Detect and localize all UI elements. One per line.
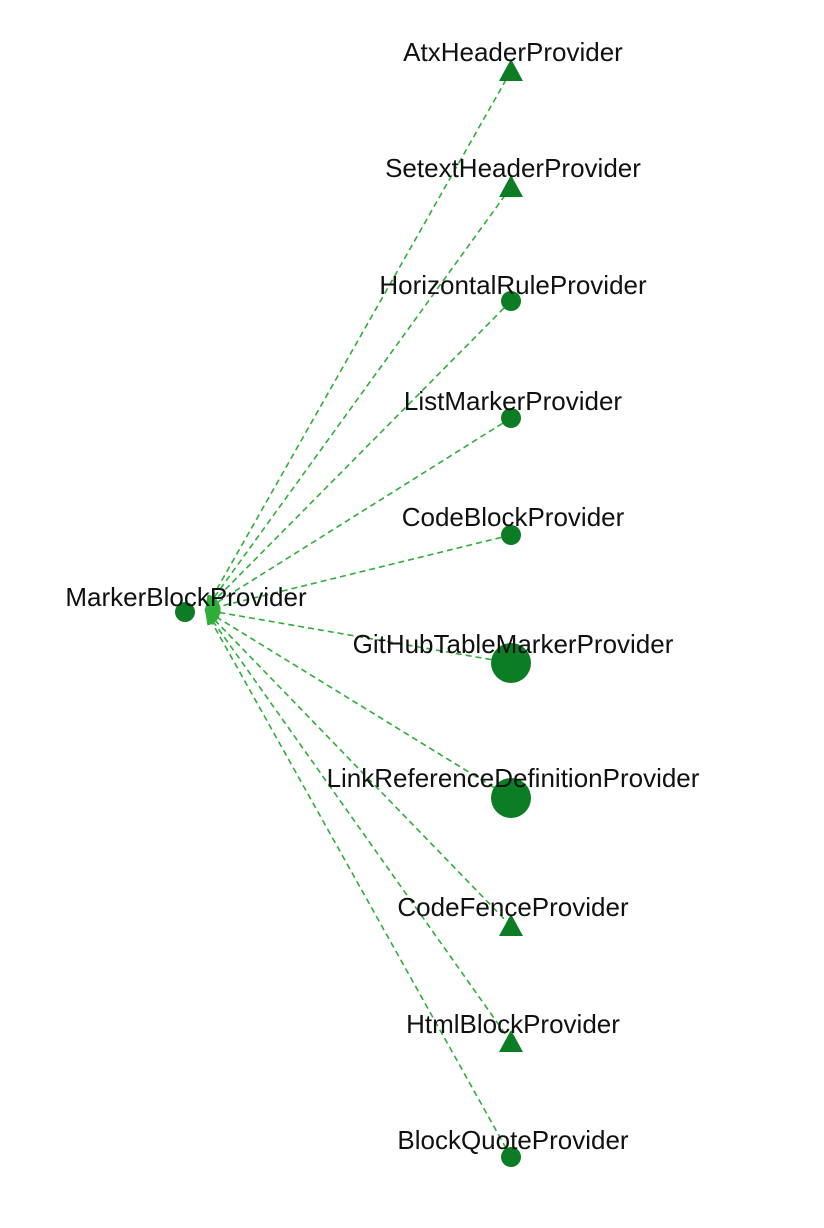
label-code-fence-provider: CodeFenceProvider bbox=[397, 892, 629, 922]
edge-code-fence-provider bbox=[204, 609, 512, 927]
edge-block-quote-provider bbox=[204, 609, 512, 1158]
edge-list-marker-provider bbox=[204, 417, 512, 611]
edge-horizontal-rule-provider bbox=[204, 300, 512, 611]
edges-layer bbox=[204, 70, 512, 1158]
edge-html-block-provider bbox=[204, 609, 512, 1043]
label-marker-block-provider: MarkerBlockProvider bbox=[65, 582, 307, 612]
label-link-reference-definition-provider: LinkReferenceDefinitionProvider bbox=[327, 763, 700, 793]
label-html-block-provider: HtmlBlockProvider bbox=[406, 1009, 620, 1039]
node-code-block-provider[interactable] bbox=[501, 525, 521, 545]
node-link-reference-definition-provider[interactable] bbox=[491, 778, 531, 818]
edge-code-block-provider bbox=[204, 534, 512, 611]
node-code-fence-provider[interactable] bbox=[499, 914, 523, 936]
node-atx-header-provider[interactable] bbox=[499, 59, 523, 81]
node-html-block-provider[interactable] bbox=[499, 1030, 523, 1052]
node-list-marker-provider[interactable] bbox=[501, 408, 521, 428]
node-setext-header-provider[interactable] bbox=[499, 175, 523, 197]
labels-layer: MarkerBlockProvider AtxHeaderProvider Sete… bbox=[65, 37, 699, 1155]
label-git-hub-table-marker-provider: GitHubTableMarkerProvider bbox=[353, 629, 674, 659]
node-horizontal-rule-provider[interactable] bbox=[501, 291, 521, 311]
edge-atx-header-provider bbox=[204, 70, 512, 611]
edge-git-hub-table-marker-provider bbox=[204, 609, 512, 664]
node-marker-block-provider[interactable] bbox=[175, 602, 195, 622]
label-setext-header-provider: SetextHeaderProvider bbox=[385, 153, 641, 183]
edge-setext-header-provider bbox=[204, 186, 512, 611]
node-block-quote-provider[interactable] bbox=[501, 1147, 521, 1167]
label-list-marker-provider: ListMarkerProvider bbox=[404, 386, 623, 416]
label-code-block-provider: CodeBlockProvider bbox=[402, 502, 625, 532]
label-horizontal-rule-provider: HorizontalRuleProvider bbox=[379, 270, 647, 300]
node-git-hub-table-marker-provider[interactable] bbox=[491, 643, 531, 683]
nodes-layer bbox=[175, 59, 531, 1167]
arrowhead-block-quote-provider bbox=[205, 610, 218, 626]
label-atx-header-provider: AtxHeaderProvider bbox=[403, 37, 623, 67]
label-block-quote-provider: BlockQuoteProvider bbox=[397, 1125, 629, 1155]
